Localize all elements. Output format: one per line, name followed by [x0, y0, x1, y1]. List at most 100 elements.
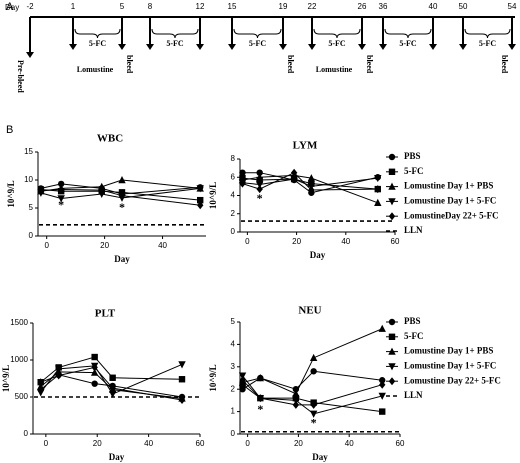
y-tick-label: 10	[24, 175, 33, 184]
legend-marker	[388, 212, 396, 221]
x-tick-label: 40	[345, 439, 354, 448]
marker	[37, 382, 45, 390]
marker	[290, 168, 298, 177]
marker	[57, 185, 65, 194]
marker	[98, 190, 106, 198]
day-label: 1	[71, 2, 76, 11]
annotation: *	[119, 200, 125, 214]
legend-label: LLN	[404, 390, 423, 400]
legend-label: 5-FC	[404, 331, 424, 341]
legend-label: Lomustine Day 1+ PBS	[404, 181, 493, 191]
x-tick-label: 20	[93, 439, 102, 448]
y-axis-label: 10^9/L	[208, 182, 218, 209]
y-tick-label: 1500	[10, 318, 28, 327]
bleed-label: bleed	[500, 55, 509, 74]
treatment-label: 5-FC	[399, 39, 417, 48]
x-tick-label: 0	[44, 241, 49, 250]
arrow-head	[429, 44, 437, 50]
brace	[151, 28, 199, 39]
marker	[290, 175, 298, 184]
treatment-label: 5-FC	[166, 39, 184, 48]
marker	[256, 374, 265, 382]
marker	[256, 169, 263, 176]
x-tick-label: 20	[294, 439, 303, 448]
drug-label: Lomustine	[316, 65, 353, 74]
y-tick-label: 0	[24, 429, 29, 438]
y-tick-label: 500	[15, 392, 29, 401]
arrow-head	[26, 52, 34, 58]
chart-title: NEU	[298, 305, 321, 317]
marker	[91, 363, 98, 372]
y-tick-label: 8	[231, 154, 236, 163]
legend-marker	[388, 318, 396, 326]
treatment-label: 5-FC	[479, 39, 497, 48]
y-tick-label: 1000	[10, 355, 28, 364]
y-axis-label: 10^9/L	[208, 364, 218, 391]
panel-label: A	[6, 1, 14, 13]
x-tick-label: 40	[341, 237, 350, 246]
day-label: 12	[196, 2, 205, 11]
chart-title: PLT	[95, 308, 116, 320]
marker	[255, 173, 264, 181]
arrow-head	[508, 44, 516, 50]
x-axis-label: Day	[109, 452, 125, 462]
marker	[374, 185, 381, 194]
panel-label: B	[6, 124, 13, 136]
arrow-head	[118, 44, 126, 50]
day-label: 50	[459, 2, 468, 11]
marker	[91, 380, 98, 387]
bleed-label: bleed	[286, 55, 295, 74]
marker	[197, 196, 204, 204]
marker	[307, 174, 316, 182]
legend-label: LomustineDay 22+ 5-FC	[404, 210, 499, 220]
x-axis-label: Day	[114, 254, 130, 264]
y-tick-label: 0	[29, 231, 34, 240]
marker	[37, 186, 45, 195]
day-label: 19	[279, 2, 288, 11]
marker	[379, 380, 386, 389]
x-tick-label: 0	[44, 439, 49, 448]
y-tick-label: 5	[231, 317, 236, 326]
marker	[108, 390, 117, 399]
day-label: 26	[358, 2, 367, 11]
marker	[309, 410, 318, 418]
y-tick-label: 5	[29, 203, 34, 212]
marker	[374, 198, 382, 206]
y-tick-label: 3	[231, 362, 236, 371]
timeline-label: Day	[5, 3, 19, 12]
legend-marker	[388, 377, 396, 386]
marker	[255, 181, 264, 189]
y-tick-label: 1	[231, 407, 236, 416]
marker	[109, 374, 116, 381]
day-label: -2	[26, 2, 34, 11]
marker	[310, 368, 317, 375]
x-axis-label: Day	[312, 452, 328, 462]
marker	[239, 376, 246, 385]
day-label: 5	[120, 2, 125, 11]
legend-marker	[388, 347, 396, 355]
x-tick-label: 20	[292, 237, 301, 246]
marker	[98, 186, 105, 195]
x-tick-label: 60	[396, 439, 405, 448]
marker	[378, 392, 386, 400]
day-label: 8	[148, 2, 153, 11]
x-tick-label: 40	[158, 241, 167, 250]
marker	[379, 377, 386, 384]
series-line	[242, 328, 383, 395]
marker	[55, 371, 62, 380]
drug-label: Lomustine	[77, 65, 114, 74]
arrow-head	[459, 44, 467, 50]
legend-marker	[388, 168, 396, 175]
marker	[378, 324, 386, 332]
annotation: *	[257, 402, 263, 416]
arrow-head	[308, 44, 316, 50]
marker	[57, 180, 65, 188]
marker	[308, 186, 315, 195]
chart-title: LYM	[293, 140, 318, 152]
marker	[37, 389, 45, 397]
legend-label: LLN	[404, 225, 423, 235]
legend-marker	[388, 153, 396, 161]
day-label: 36	[379, 2, 388, 11]
marker	[178, 361, 186, 369]
